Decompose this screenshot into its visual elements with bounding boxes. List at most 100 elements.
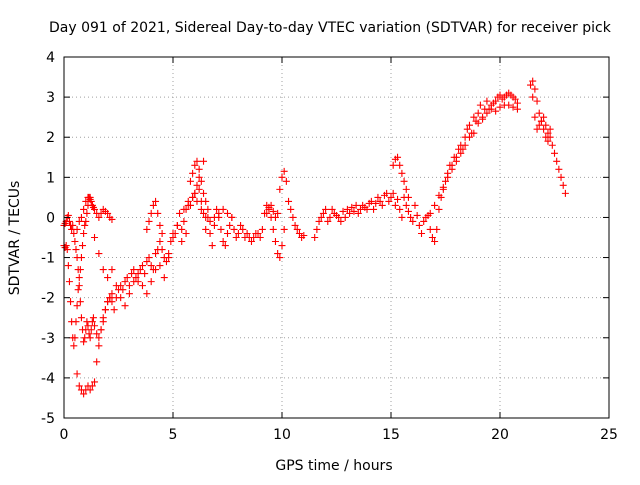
data-point — [527, 81, 535, 89]
data-point — [402, 201, 410, 209]
y-tick-label: -4 — [41, 371, 55, 387]
data-point — [439, 183, 447, 191]
data-point — [145, 217, 153, 225]
data-point — [404, 207, 412, 215]
data-point — [95, 334, 103, 342]
data-point — [178, 238, 186, 246]
data-point — [180, 205, 188, 213]
x-tick-label: 25 — [600, 427, 618, 443]
data-point — [465, 121, 473, 129]
data-point — [80, 390, 88, 398]
data-point — [291, 221, 299, 229]
data-point — [505, 101, 513, 109]
data-point — [63, 246, 71, 254]
x-tick-label: 10 — [273, 427, 291, 443]
data-point — [300, 231, 308, 239]
data-point — [398, 169, 406, 177]
data-point — [230, 225, 238, 233]
data-point — [71, 238, 79, 246]
data-point — [182, 229, 190, 237]
data-point — [65, 278, 73, 286]
data-point — [315, 217, 323, 225]
data-point — [176, 209, 184, 217]
data-point — [186, 177, 194, 185]
data-point — [123, 274, 131, 282]
data-point — [86, 195, 94, 203]
data-point — [200, 209, 208, 217]
data-point — [88, 382, 96, 390]
data-point — [287, 205, 295, 213]
data-point — [84, 322, 92, 330]
data-point — [479, 115, 487, 123]
data-point — [156, 221, 164, 229]
y-tick-label: 3 — [46, 90, 55, 106]
data-point — [224, 229, 231, 237]
chart-title: Day 091 of 2021, Sidereal Day-to-day VTE… — [49, 20, 612, 36]
data-point — [158, 246, 166, 254]
data-point — [378, 201, 386, 209]
data-point — [106, 294, 114, 302]
data-point — [91, 205, 99, 213]
data-point — [76, 298, 84, 306]
data-point — [470, 113, 478, 121]
data-point — [394, 153, 402, 161]
data-point — [274, 250, 282, 258]
data-point — [258, 225, 266, 233]
data-point — [156, 262, 164, 270]
data-point — [204, 205, 212, 213]
data-point — [356, 205, 364, 213]
data-point — [75, 274, 83, 282]
data-point — [87, 326, 95, 334]
data-point — [108, 266, 116, 274]
data-point — [540, 113, 548, 121]
data-point — [221, 242, 229, 250]
data-point — [82, 217, 90, 225]
plot-area-frame — [63, 56, 610, 419]
data-point — [154, 209, 162, 217]
data-point — [75, 382, 83, 390]
data-point — [167, 238, 175, 246]
data-point — [132, 274, 140, 282]
x-tick-label: 20 — [491, 427, 509, 443]
y-tick-label: 2 — [46, 130, 55, 146]
data-point — [189, 169, 197, 177]
data-point — [138, 282, 146, 290]
data-point — [145, 254, 153, 262]
data-point — [228, 213, 236, 221]
data-point — [237, 221, 245, 229]
data-point — [93, 358, 101, 366]
data-point — [80, 229, 88, 237]
data-point — [263, 209, 271, 217]
data-point — [457, 149, 465, 157]
data-points — [60, 77, 569, 398]
data-point — [433, 225, 441, 233]
data-point — [67, 298, 75, 306]
data-point — [82, 197, 90, 205]
y-tick-label: -3 — [41, 331, 55, 347]
data-point — [537, 117, 545, 125]
data-point — [128, 270, 136, 278]
data-point — [317, 213, 325, 221]
data-point — [173, 221, 181, 229]
data-point — [400, 177, 408, 185]
data-point — [232, 234, 240, 241]
data-point — [143, 290, 151, 298]
data-point — [110, 306, 118, 314]
data-point — [293, 225, 301, 233]
data-point — [531, 113, 539, 121]
data-point — [226, 221, 234, 229]
data-point — [130, 266, 138, 274]
data-point — [97, 326, 105, 334]
data-point — [93, 330, 101, 338]
data-point — [101, 306, 109, 314]
data-point — [191, 189, 199, 197]
data-point — [535, 121, 543, 129]
data-point — [544, 137, 552, 145]
data-point — [130, 278, 138, 286]
data-point — [348, 203, 356, 211]
y-tick-label: 4 — [46, 50, 55, 66]
data-point — [64, 262, 72, 270]
data-point — [121, 302, 129, 310]
data-point — [134, 270, 142, 278]
